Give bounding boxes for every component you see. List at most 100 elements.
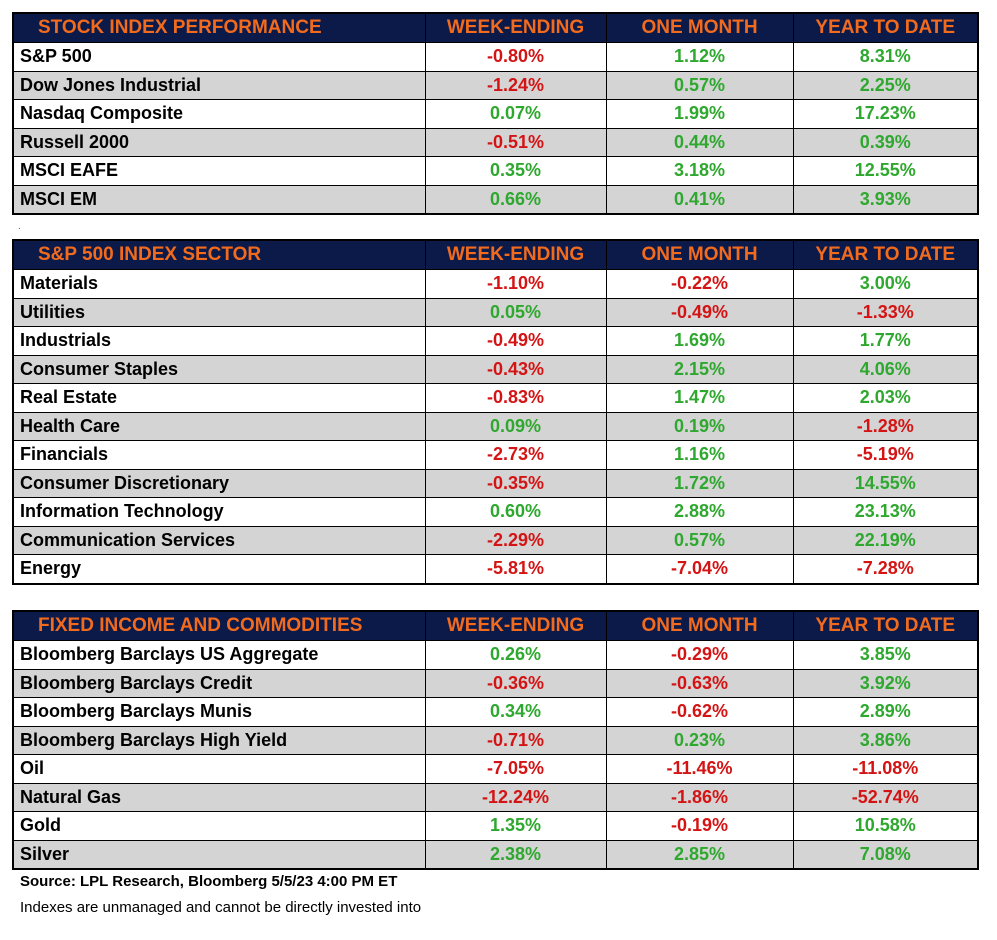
ytd-value: 2.03% (792, 383, 979, 413)
week-ending-value: -1.10% (424, 269, 607, 299)
disclaimer-note: Indexes are unmanaged and cannot be dire… (20, 899, 422, 916)
row-label: Communication Services (12, 525, 426, 555)
week-ending-value: -0.71% (424, 725, 607, 755)
table-row: Energy -5.81% -7.04% -7.28% (12, 554, 979, 584)
row-label: MSCI EM (12, 184, 426, 215)
one-month-value: -0.62% (605, 697, 794, 727)
row-label: Bloomberg Barclays High Yield (12, 725, 426, 755)
row-label: Information Technology (12, 497, 426, 527)
column-header-month: ONE MONTH (605, 610, 794, 641)
column-header-month: ONE MONTH (605, 239, 794, 270)
table-row: Materials -1.10% -0.22% 3.00% (12, 269, 979, 299)
ytd-value: 1.77% (792, 326, 979, 356)
one-month-value: -11.46% (605, 754, 794, 784)
week-ending-value: -7.05% (424, 754, 607, 784)
table-row: Natural Gas -12.24% -1.86% -52.74% (12, 782, 979, 812)
week-ending-value: -2.73% (424, 440, 607, 470)
ytd-value: 2.25% (792, 70, 979, 100)
table-row: Dow Jones Industrial -1.24% 0.57% 2.25% (12, 70, 979, 100)
ytd-value: 4.06% (792, 354, 979, 384)
table-row: Oil -7.05% -11.46% -11.08% (12, 754, 979, 784)
table-row: Real Estate -0.83% 1.47% 2.03% (12, 383, 979, 413)
row-label: Materials (12, 269, 426, 299)
row-label: Consumer Staples (12, 354, 426, 384)
one-month-value: -0.29% (605, 640, 794, 670)
one-month-value: 0.41% (605, 184, 794, 215)
sector-table: S&P 500 INDEX SECTOR WEEK-ENDING ONE MON… (12, 239, 979, 585)
week-ending-value: 0.26% (424, 640, 607, 670)
table-title: S&P 500 INDEX SECTOR (12, 239, 426, 270)
week-ending-value: -12.24% (424, 782, 607, 812)
ytd-value: 10.58% (792, 811, 979, 841)
source-note: Source: LPL Research, Bloomberg 5/5/23 4… (20, 873, 398, 890)
ytd-value: 22.19% (792, 525, 979, 555)
row-label: Silver (12, 839, 426, 870)
row-label: Oil (12, 754, 426, 784)
week-ending-value: 0.35% (424, 156, 607, 186)
ytd-value: 7.08% (792, 839, 979, 870)
week-ending-value: -0.49% (424, 326, 607, 356)
week-ending-value: -0.51% (424, 127, 607, 157)
one-month-value: -1.86% (605, 782, 794, 812)
fixed-income-table: FIXED INCOME AND COMMODITIES WEEK-ENDING… (12, 610, 979, 870)
table-row: Information Technology 0.60% 2.88% 23.13% (12, 497, 979, 527)
row-label: Financials (12, 440, 426, 470)
one-month-value: 2.88% (605, 497, 794, 527)
one-month-value: -0.22% (605, 269, 794, 299)
table-row: Industrials -0.49% 1.69% 1.77% (12, 326, 979, 356)
table-title: FIXED INCOME AND COMMODITIES (12, 610, 426, 641)
table-row: Bloomberg Barclays US Aggregate 0.26% -0.2… (12, 640, 979, 670)
ytd-value: 12.55% (792, 156, 979, 186)
one-month-value: 1.69% (605, 326, 794, 356)
one-month-value: 1.99% (605, 99, 794, 129)
row-label: Industrials (12, 326, 426, 356)
row-label: MSCI EAFE (12, 156, 426, 186)
week-ending-value: 2.38% (424, 839, 607, 870)
ytd-value: 8.31% (792, 42, 979, 72)
week-ending-value: -0.43% (424, 354, 607, 384)
table-row: Bloomberg Barclays High Yield -0.71% 0.23%… (12, 725, 979, 755)
row-label: Gold (12, 811, 426, 841)
week-ending-value: -0.36% (424, 668, 607, 698)
one-month-value: -0.49% (605, 297, 794, 327)
ytd-value: 14.55% (792, 468, 979, 498)
ytd-value: 3.86% (792, 725, 979, 755)
one-month-value: 1.12% (605, 42, 794, 72)
week-ending-value: -0.83% (424, 383, 607, 413)
table-row: Health Care 0.09% 0.19% -1.28% (12, 411, 979, 441)
ytd-value: -11.08% (792, 754, 979, 784)
table-row: Communication Services -2.29% 0.57% 22.19% (12, 525, 979, 555)
table-header-row: S&P 500 INDEX SECTOR WEEK-ENDING ONE MON… (12, 239, 979, 270)
column-header-ytd: YEAR TO DATE (792, 12, 979, 43)
table-row: Utilities 0.05% -0.49% -1.33% (12, 297, 979, 327)
ytd-value: 17.23% (792, 99, 979, 129)
week-ending-value: 0.34% (424, 697, 607, 727)
ytd-value: -1.28% (792, 411, 979, 441)
row-label: Natural Gas (12, 782, 426, 812)
one-month-value: 2.85% (605, 839, 794, 870)
table-row: MSCI EAFE 0.35% 3.18% 12.55% (12, 156, 979, 186)
stock-index-table: STOCK INDEX PERFORMANCE WEEK-ENDING ONE … (12, 12, 979, 215)
row-label: Bloomberg Barclays US Aggregate (12, 640, 426, 670)
ytd-value: 2.89% (792, 697, 979, 727)
one-month-value: 0.19% (605, 411, 794, 441)
row-label: Utilities (12, 297, 426, 327)
week-ending-value: -0.35% (424, 468, 607, 498)
ytd-value: 0.39% (792, 127, 979, 157)
one-month-value: -7.04% (605, 554, 794, 584)
table-row: Nasdaq Composite 0.07% 1.99% 17.23% (12, 99, 979, 129)
week-ending-value: 0.66% (424, 184, 607, 215)
row-label: Consumer Discretionary (12, 468, 426, 498)
week-ending-value: 0.05% (424, 297, 607, 327)
row-label: Bloomberg Barclays Munis (12, 697, 426, 727)
table-row: MSCI EM 0.66% 0.41% 3.93% (12, 184, 979, 215)
one-month-value: 3.18% (605, 156, 794, 186)
one-month-value: 0.44% (605, 127, 794, 157)
ytd-value: -1.33% (792, 297, 979, 327)
column-header-ytd: YEAR TO DATE (792, 239, 979, 270)
ytd-value: -7.28% (792, 554, 979, 584)
table-row: Bloomberg Barclays Credit -0.36% -0.63% 3.9… (12, 668, 979, 698)
table-row: Consumer Discretionary -0.35% 1.72% 14.55% (12, 468, 979, 498)
stray-mark: . (18, 221, 21, 232)
column-header-week: WEEK-ENDING (424, 610, 607, 641)
